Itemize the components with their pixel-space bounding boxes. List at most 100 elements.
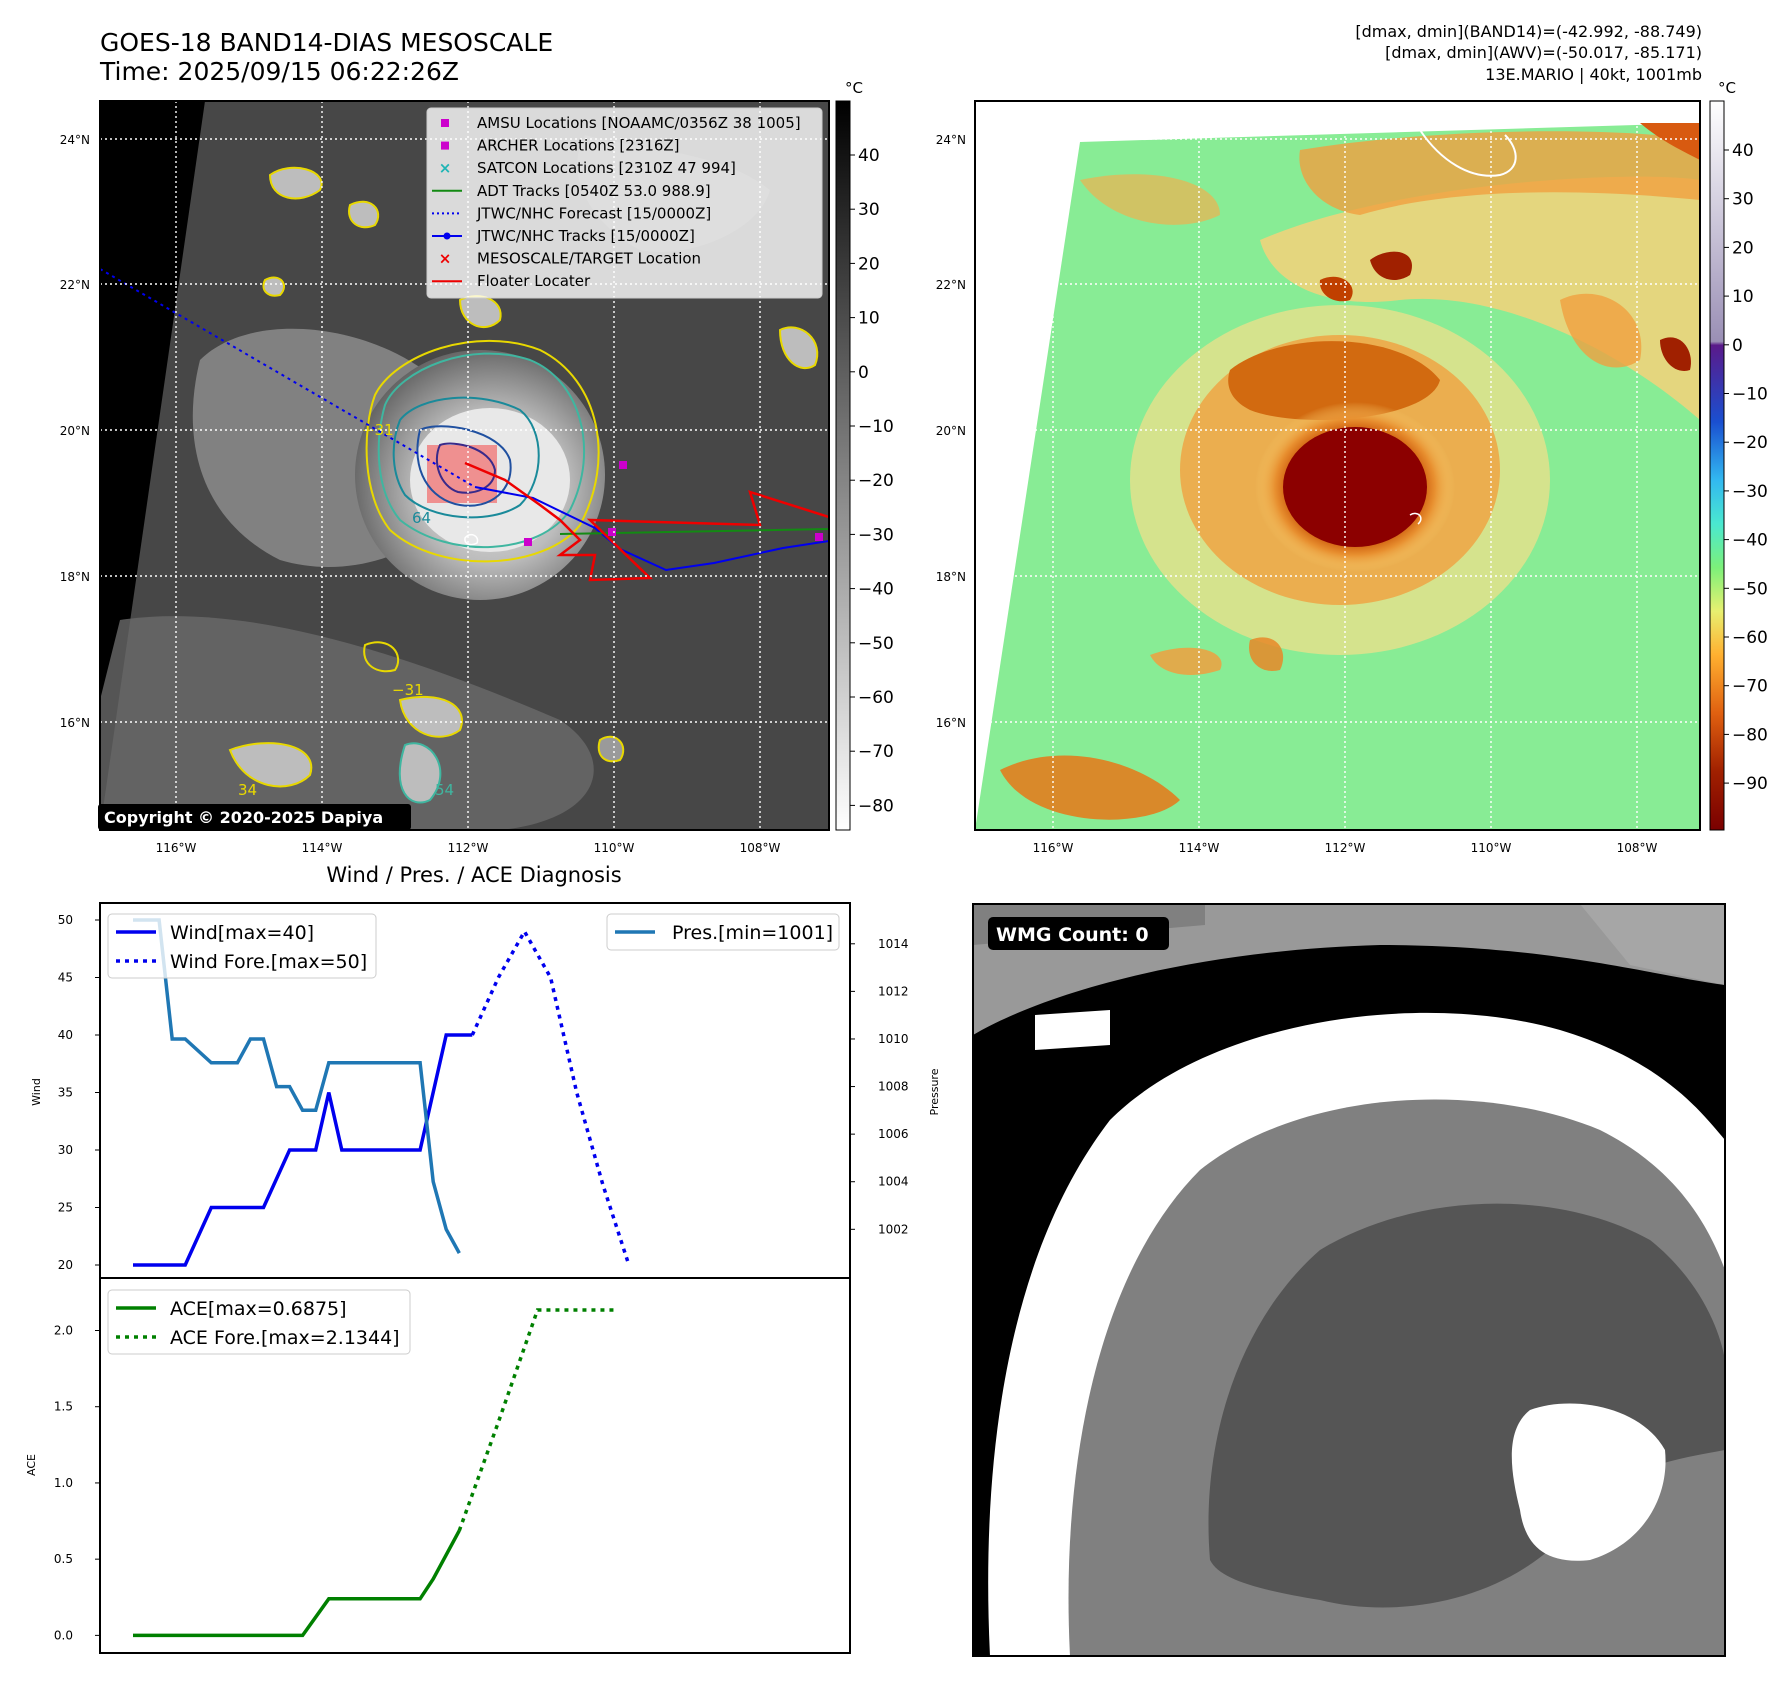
series-line-pressure	[133, 918, 461, 1254]
colorbar-tick-label: 30	[858, 200, 880, 220]
stats-line2: [dmax, dmin](AWV)=(-50.017, -85.171)	[1385, 43, 1702, 62]
legend-label: ACE[max=0.6875]	[170, 1298, 347, 1320]
colorbar-tick-label: −70	[858, 742, 894, 762]
legend-label: ADT Tracks [0540Z 53.0 988.9]	[477, 182, 711, 200]
legend-label: JTWC/NHC Tracks [15/0000Z]	[476, 227, 695, 245]
diagnosis-title: Wind / Pres. / ACE Diagnosis	[326, 863, 621, 887]
legend-label: SATCON Locations [2310Z 47 994]	[477, 159, 736, 177]
lon-label: 114°W	[1179, 841, 1220, 855]
lat-label: 24°N	[60, 133, 90, 147]
lon-label: 116°W	[1033, 841, 1074, 855]
contour-label: −31	[362, 421, 394, 439]
copyright-text: Copyright © 2020-2025 Dapiya	[104, 808, 383, 827]
figure-title-line2: Time: 2025/09/15 06:22:26Z	[99, 57, 459, 86]
colorbar-tick-label: −30	[858, 525, 894, 545]
colorbar-tick-label: 10	[858, 309, 880, 329]
pressure-legend: Pres.[min=1001]	[606, 913, 840, 951]
lon-label: 114°W	[302, 841, 343, 855]
lat-label: 20°N	[936, 424, 966, 438]
ace-axis-label: ACE	[25, 1454, 38, 1476]
lon-label: 110°W	[1471, 841, 1512, 855]
legend-label: Pres.[min=1001]	[672, 922, 833, 944]
lat-label: 20°N	[60, 424, 90, 438]
colorbar-unit: °C	[1718, 79, 1736, 97]
pressure-tick-label: 1012	[878, 984, 909, 998]
wmg-count-text: WMG Count: 0	[996, 924, 1149, 946]
right-enhanced-map	[975, 101, 1700, 830]
gray-colorbar: °C 40 30 20 10 0 −10 −20 −30 −40 −50 −60 −70 −80	[835, 79, 894, 831]
ace-axes: 2.0 1.5 1.0 0.5 0.0 ACE ACE[max=0.6875] ACE F…	[25, 1277, 851, 1654]
lat-label: 18°N	[936, 570, 966, 584]
colorbar-unit: °C	[845, 79, 863, 97]
color-colorbar: °C 40 30 20 10 0 −10 −20 −30 −40 −50 −60 −70 −80 −90	[1709, 79, 1768, 831]
legend-marker: ×	[439, 159, 452, 177]
colorbar-tick-label: 0	[858, 363, 869, 383]
lon-label: 108°W	[740, 841, 781, 855]
right-map-lat-labels: 24°N 22°N 20°N 18°N 16°N	[936, 133, 966, 730]
ace-tick-label: 0.5	[54, 1552, 73, 1566]
wind-tick-label: 35	[58, 1086, 73, 1100]
lon-label: 112°W	[448, 841, 489, 855]
pressure-tick-label: 1002	[878, 1222, 909, 1236]
pressure-tick-label: 1006	[878, 1127, 909, 1141]
lon-label: 112°W	[1325, 841, 1366, 855]
series-line-wind	[133, 1033, 473, 1267]
wmg-frame	[972, 903, 1726, 1657]
wind-axis-label: Wind	[30, 1078, 43, 1106]
ace-tick-label: 2.0	[54, 1323, 73, 1337]
wind-tick-label: 25	[58, 1201, 73, 1215]
colorbar-tick-label: −90	[1732, 774, 1768, 794]
colorbar-tick-label: −40	[858, 580, 894, 600]
colorbar-tick-label: 40	[1732, 141, 1754, 161]
colorbar-tick-label: −60	[858, 688, 894, 708]
figure-title-line1: GOES-18 BAND14-DIAS MESOSCALE	[100, 28, 553, 57]
ace-tick-label: 1.0	[54, 1476, 73, 1490]
lon-label: 116°W	[156, 841, 197, 855]
colorbar-tick-label: −80	[1732, 725, 1768, 745]
colorbar-tick-label: 10	[1732, 287, 1754, 307]
legend-marker	[443, 232, 451, 240]
legend-marker: ×	[439, 250, 452, 268]
legend-marker	[441, 119, 449, 127]
legend-marker	[441, 141, 449, 150]
legend-label: Wind Fore.[max=50]	[170, 951, 367, 973]
legend-label: MESOSCALE/TARGET Location	[477, 250, 701, 268]
series-line-ace	[133, 1529, 461, 1638]
ace-tick-label: 1.5	[54, 1400, 73, 1414]
colorbar-tick-label: −50	[858, 634, 894, 654]
left-map-lat-labels: 24°N 22°N 20°N 18°N 16°N	[60, 133, 90, 730]
legend-label: ACE Fore.[max=2.1344]	[170, 1327, 400, 1349]
legend-label: ARCHER Locations [2316Z]	[477, 137, 680, 155]
copyright-badge: Copyright © 2020-2025 Dapiya	[98, 804, 411, 830]
colorbar-tick-label: −20	[1732, 433, 1768, 453]
lat-label: 22°N	[936, 278, 966, 292]
colorbar-tick-label: −70	[1732, 677, 1768, 697]
wind-pressure-axes: 50 45 40 35 30 25 20 1014 1012 1010 1008 1006 1004 1…	[30, 902, 941, 1279]
wind-tick-label: 40	[58, 1028, 73, 1042]
contour-label: 34	[238, 781, 257, 799]
lat-label: 24°N	[936, 133, 966, 147]
left-map-lon-labels: 116°W 114°W 112°W 110°W 108°W	[156, 841, 781, 855]
wind-tick-label: 45	[58, 971, 73, 985]
pressure-axis-label: Pressure	[928, 1068, 941, 1115]
colorbar-tick-label: 20	[1732, 238, 1754, 258]
series-line-wind-forecast	[470, 927, 631, 1266]
ace-tick-label: 0.0	[54, 1628, 73, 1642]
wind-tick-label: 50	[58, 913, 73, 927]
colorbar-tick-label: −30	[1732, 482, 1768, 502]
legend-label: Wind[max=40]	[170, 922, 314, 944]
pressure-tick-label: 1014	[878, 937, 909, 951]
lon-label: 108°W	[1617, 841, 1658, 855]
stats-line1: [dmax, dmin](BAND14)=(-42.992, -88.749)	[1355, 22, 1702, 41]
colorbar-tick-label: 0	[1732, 336, 1743, 356]
colorbar-tick-label: −60	[1732, 628, 1768, 648]
lat-label: 18°N	[60, 570, 90, 584]
right-map-frame	[974, 100, 1701, 831]
pressure-tick-label: 1008	[878, 1080, 909, 1094]
series-line-ace-forecast	[457, 1308, 616, 1532]
colorbar-tick-label: −40	[1732, 531, 1768, 551]
colorbar-tick-label: −10	[858, 417, 894, 437]
colorbar-tick-label: −20	[858, 471, 894, 491]
pressure-tick-label: 1010	[878, 1032, 909, 1046]
